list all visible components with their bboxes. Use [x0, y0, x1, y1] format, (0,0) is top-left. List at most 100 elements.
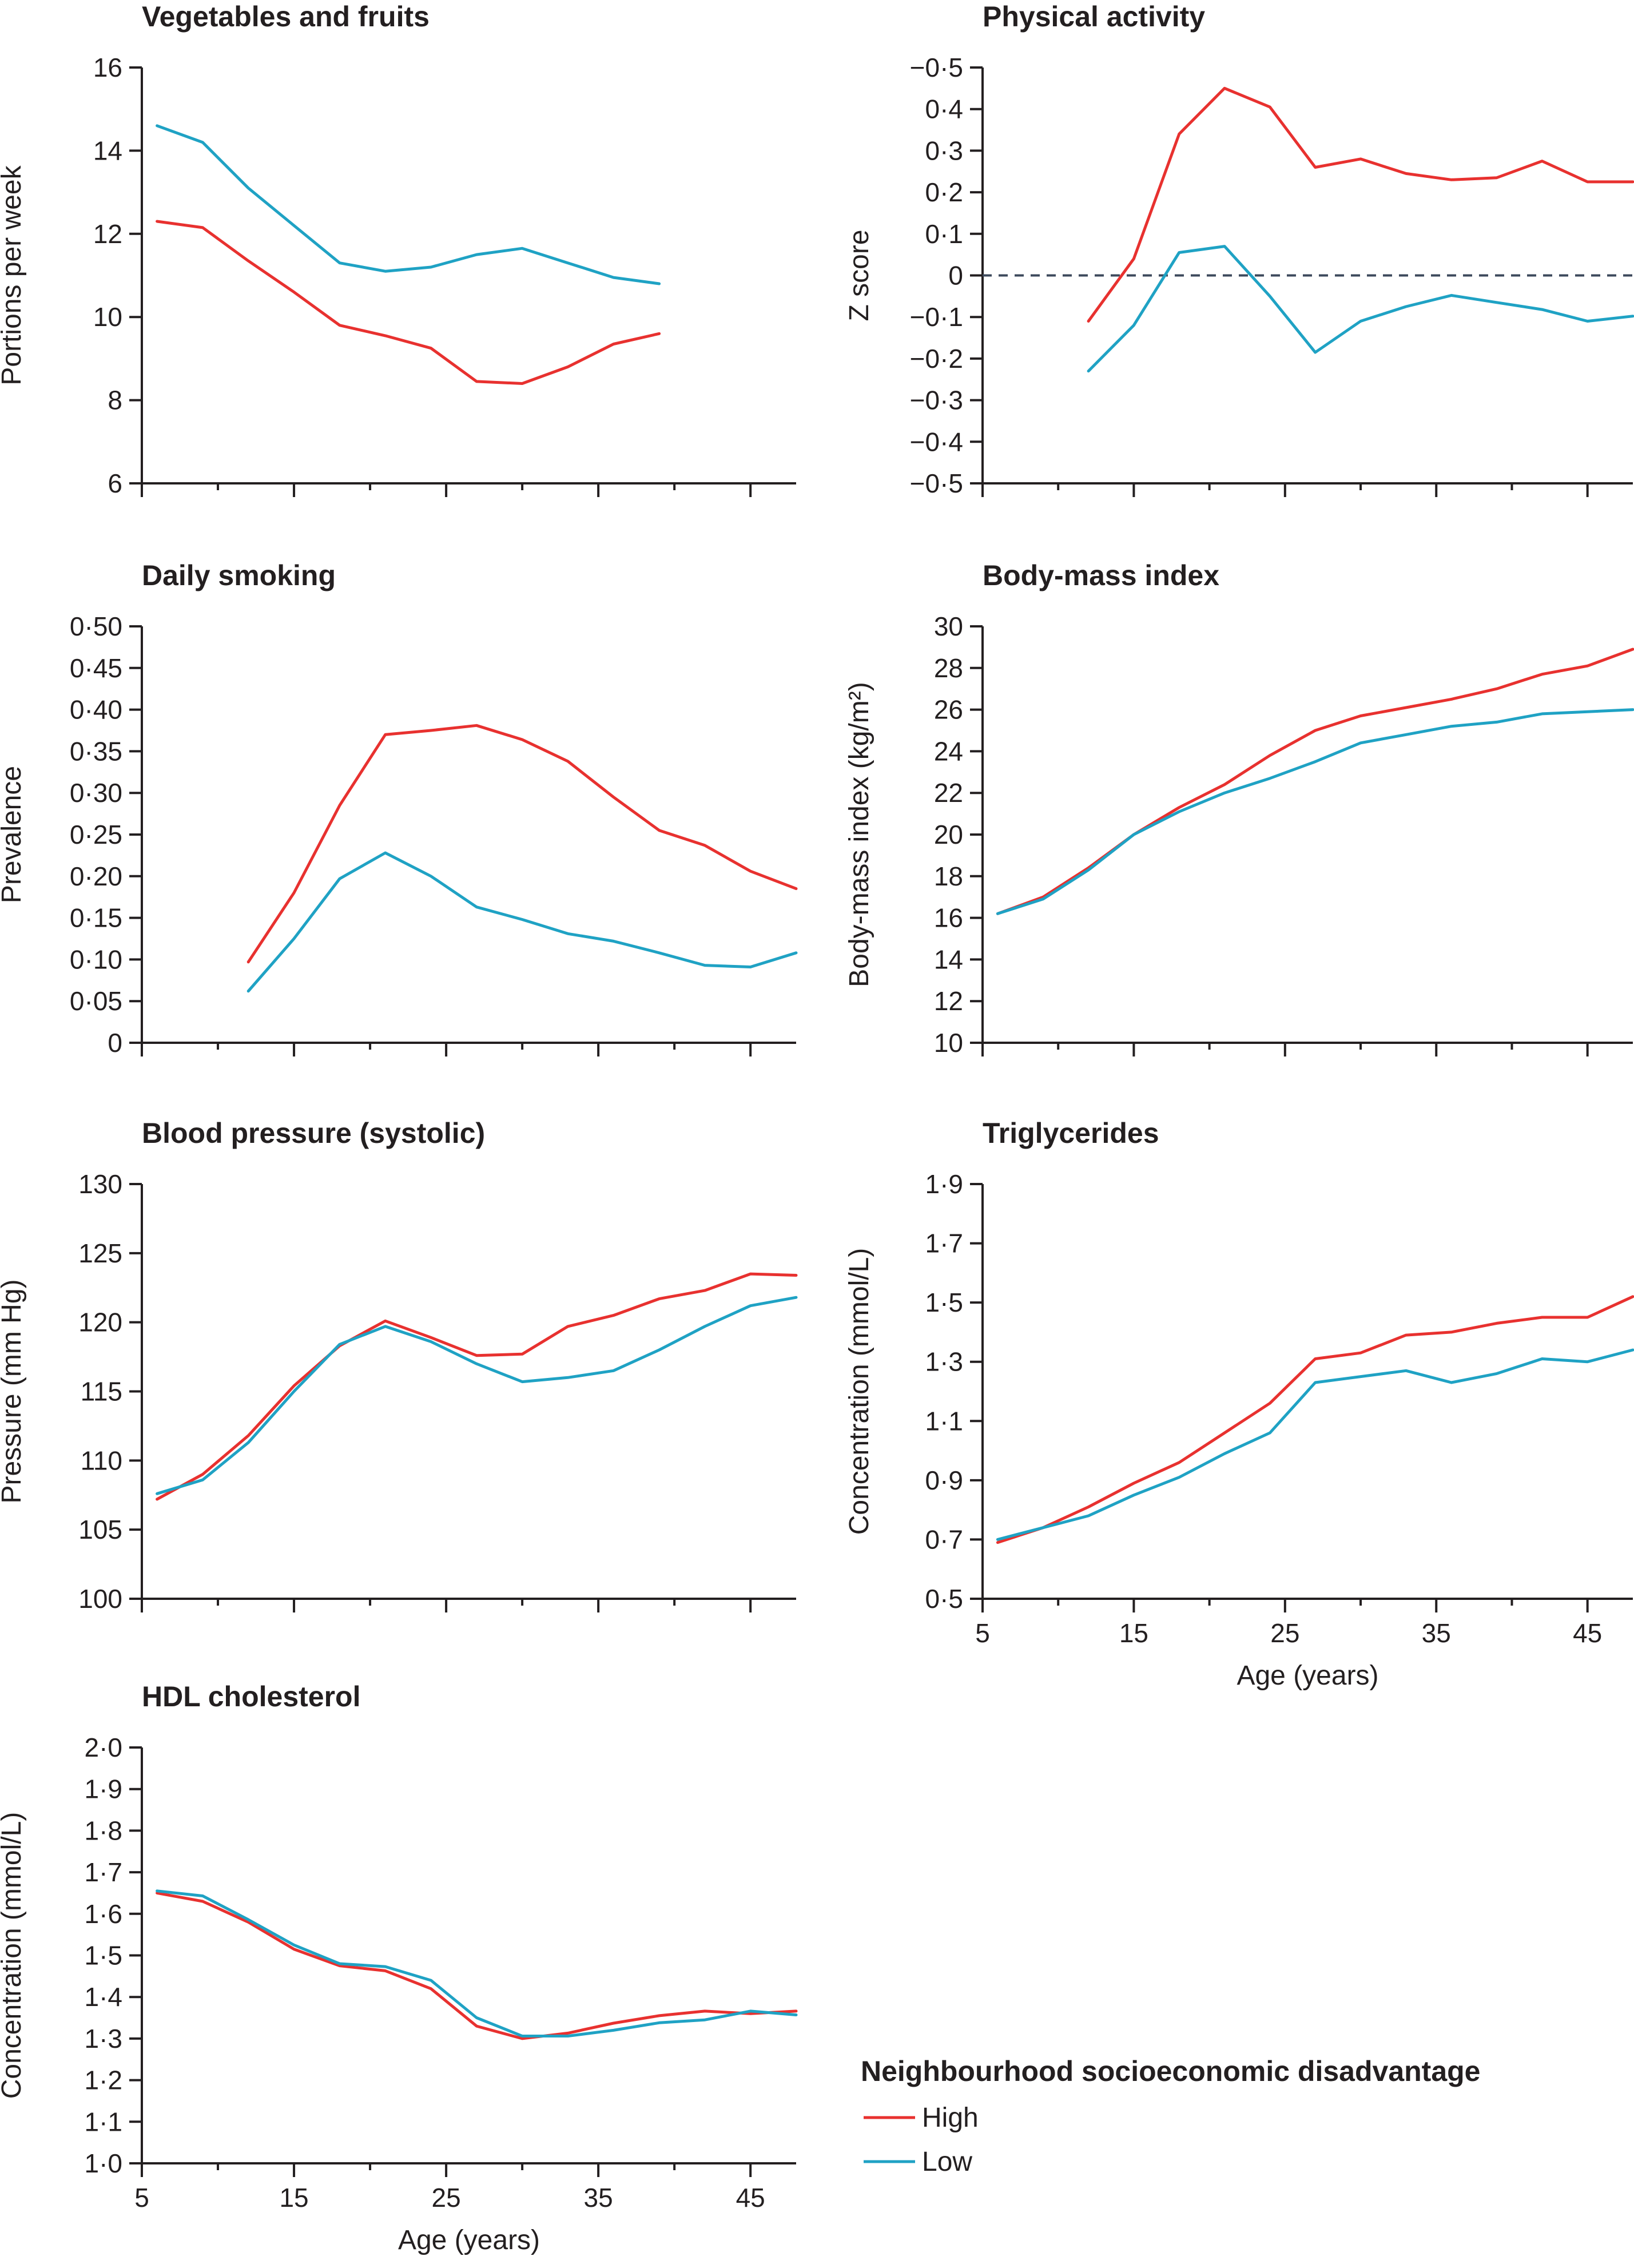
series-line-high-physical-activity — [1087, 86, 1634, 323]
y-tick-label-daily-smoking: 0·40 — [70, 695, 122, 725]
y-axis-title-blood-pressure-systolic: Pressure (mm Hg) — [0, 1279, 27, 1503]
series-line-high-triglycerides — [996, 1295, 1634, 1544]
x-tick-label-triglycerides: 5 — [975, 1618, 990, 1648]
chart-title-vegetables-and-fruits: Vegetables and fruits — [142, 1, 430, 33]
chart-daily-smoking: Daily smoking 0 0·05 0·10 0·15 0·20 0·25 0·30 0·… — [0, 559, 798, 1058]
x-tick-label-triglycerides: 45 — [1573, 1618, 1602, 1648]
y-tick-label-blood-pressure-systolic: 130 — [78, 1169, 122, 1199]
y-tick-label-physical-activity: 0·4 — [925, 94, 963, 124]
series-line-low-daily-smoking — [247, 851, 798, 993]
y-axis-title-vegetables-and-fruits: Portions per week — [0, 165, 27, 385]
legend-title: Neighbourhood socioeconomic disadvantage — [861, 2055, 1480, 2087]
y-tick-label-physical-activity: 0·2 — [925, 177, 963, 207]
y-tick-label-daily-smoking: 0·45 — [70, 653, 122, 683]
y-tick-label-daily-smoking: 0·20 — [70, 861, 122, 891]
x-tick-label-hdl-cholesterol: 25 — [432, 2183, 461, 2213]
y-tick-label-hdl-cholesterol: 1·7 — [85, 1857, 122, 1887]
chart-body-mass-index: Body-mass index 10 12 14 16 18 20 22 24 26 28 30 Bod… — [844, 559, 1634, 1058]
y-tick-label-hdl-cholesterol: 1·0 — [85, 2148, 122, 2178]
y-tick-label-triglycerides: 1·3 — [925, 1347, 963, 1377]
y-tick-label-hdl-cholesterol: 1·3 — [85, 2024, 122, 2053]
y-tick-label-body-mass-index: 20 — [934, 820, 963, 849]
y-axis-title-triglycerides: Concentration (mmol/L) — [844, 1248, 874, 1535]
chart-title-physical-activity: Physical activity — [983, 1, 1205, 33]
x-tick-label-triglycerides: 15 — [1119, 1618, 1148, 1648]
y-tick-label-body-mass-index: 24 — [934, 736, 963, 766]
series-line-low-physical-activity — [1087, 245, 1634, 373]
y-tick-label-physical-activity: −0·1 — [910, 302, 963, 332]
y-tick-label-physical-activity: −0·3 — [910, 386, 963, 415]
chart-title-triglycerides: Triglycerides — [983, 1117, 1159, 1149]
legend: Neighbourhood socioeconomic disadvantage… — [861, 2055, 1480, 2177]
y-tick-label-daily-smoking: 0·10 — [70, 944, 122, 974]
y-tick-label-blood-pressure-systolic: 115 — [81, 1377, 122, 1407]
chart-title-daily-smoking: Daily smoking — [142, 559, 336, 591]
y-axis-title-hdl-cholesterol: Concentration (mmol/L) — [0, 1812, 27, 2099]
y-tick-label-hdl-cholesterol: 1·9 — [85, 1774, 122, 1804]
series-line-high-daily-smoking — [247, 724, 798, 964]
legend-label-low: Low — [922, 2147, 972, 2177]
chart-title-body-mass-index: Body-mass index — [983, 559, 1219, 591]
x-axis-title-hdl-cholesterol: Age (years) — [398, 2225, 540, 2255]
chart-blood-pressure-systolic: Blood pressure (systolic) 100 105 110 115 120… — [0, 1117, 798, 1614]
y-tick-label-triglycerides: 0·7 — [925, 1524, 963, 1554]
chart-physical-activity: Physical activity −0·5 0·4 0·3 0·2 0·1 0 −0·1 −0… — [844, 1, 1634, 498]
y-tick-label-blood-pressure-systolic: 110 — [81, 1445, 122, 1475]
y-tick-label-body-mass-index: 16 — [934, 903, 963, 933]
y-tick-label-body-mass-index: 14 — [934, 944, 963, 974]
chart-title-blood-pressure-systolic: Blood pressure (systolic) — [142, 1117, 485, 1149]
y-tick-label-vegetables-and-fruits: 8 — [108, 386, 122, 415]
y-tick-label-blood-pressure-systolic: 125 — [78, 1238, 122, 1268]
y-tick-label-physical-activity: −0·2 — [910, 344, 963, 374]
series-line-low-blood-pressure-systolic — [156, 1296, 798, 1495]
y-tick-label-physical-activity: −0·4 — [910, 427, 963, 456]
series-line-high-body-mass-index — [996, 648, 1634, 915]
x-tick-label-hdl-cholesterol: 35 — [584, 2183, 613, 2213]
y-tick-label-hdl-cholesterol: 1·4 — [85, 1982, 122, 2012]
y-tick-label-daily-smoking: 0 — [108, 1028, 122, 1058]
y-tick-label-daily-smoking: 0·30 — [70, 778, 122, 808]
series-line-low-triglycerides — [996, 1348, 1634, 1541]
y-tick-label-body-mass-index: 22 — [934, 778, 963, 808]
y-tick-label-physical-activity: 0·3 — [925, 136, 963, 165]
series-line-low-body-mass-index — [996, 708, 1634, 915]
x-tick-label-triglycerides: 25 — [1270, 1618, 1299, 1648]
y-tick-label-blood-pressure-systolic: 100 — [78, 1584, 122, 1614]
y-tick-label-vegetables-and-fruits: 12 — [93, 219, 122, 249]
y-tick-label-triglycerides: 1·9 — [925, 1169, 963, 1199]
y-tick-label-hdl-cholesterol: 1·5 — [85, 1941, 122, 1971]
y-axis-title-daily-smoking: Prevalence — [0, 766, 27, 903]
x-tick-label-hdl-cholesterol: 5 — [134, 2183, 149, 2213]
y-tick-label-triglycerides: 0·5 — [925, 1584, 963, 1614]
y-tick-label-daily-smoking: 0·50 — [70, 611, 122, 641]
y-tick-label-vegetables-and-fruits: 6 — [108, 468, 122, 498]
y-tick-label-body-mass-index: 28 — [934, 653, 963, 683]
y-tick-label-hdl-cholesterol: 2·0 — [85, 1733, 122, 1762]
y-tick-label-daily-smoking: 0·25 — [70, 820, 122, 849]
series-line-high-blood-pressure-systolic — [156, 1272, 798, 1501]
y-tick-label-vegetables-and-fruits: 14 — [93, 136, 122, 165]
x-tick-label-hdl-cholesterol: 45 — [736, 2183, 765, 2213]
y-tick-label-body-mass-index: 12 — [934, 986, 963, 1016]
chart-triglycerides: Triglycerides 0·5 0·7 0·9 1·1 1·3 1·5 1·7 1·9 5 15… — [844, 1117, 1634, 1691]
y-tick-label-hdl-cholesterol: 1·2 — [85, 2066, 122, 2095]
chart-title-hdl-cholesterol: HDL cholesterol — [142, 1681, 361, 1713]
x-axis-title-triglycerides: Age (years) — [1237, 1661, 1378, 1691]
chart-vegetables-and-fruits: Vegetables and fruits 6 8 10 12 14 16 Portions … — [0, 1, 796, 498]
y-tick-label-triglycerides: 1·7 — [925, 1229, 963, 1258]
y-axis-title-physical-activity: Z score — [844, 229, 874, 321]
y-tick-label-physical-activity: −0·5 — [910, 53, 963, 82]
y-tick-label-body-mass-index: 18 — [934, 861, 963, 891]
y-axis-title-body-mass-index: Body-mass index (kg/m²) — [844, 682, 874, 987]
y-tick-label-blood-pressure-systolic: 105 — [78, 1515, 122, 1544]
series-line-high-hdl-cholesterol — [156, 1891, 798, 2040]
legend-label-high: High — [922, 2103, 979, 2133]
y-tick-label-triglycerides: 1·1 — [925, 1406, 963, 1436]
y-tick-label-body-mass-index: 10 — [934, 1028, 963, 1058]
y-tick-label-body-mass-index: 30 — [934, 611, 963, 641]
chart-hdl-cholesterol: HDL cholesterol 1·0 1·1 1·2 1·3 1·4 1·5 1·6 1·7 1… — [0, 1681, 798, 2255]
y-tick-label-triglycerides: 0·9 — [925, 1465, 963, 1495]
x-tick-label-triglycerides: 35 — [1422, 1618, 1451, 1648]
y-tick-label-blood-pressure-systolic: 120 — [78, 1308, 122, 1337]
